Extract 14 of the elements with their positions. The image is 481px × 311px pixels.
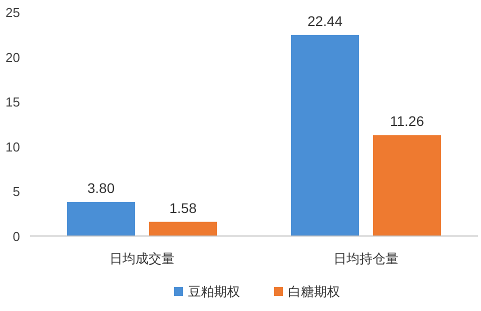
data-label: 22.44	[307, 12, 343, 29]
y-tick-label: 10	[6, 139, 20, 154]
y-tick-label: 0	[12, 229, 20, 244]
data-label: 3.80	[87, 180, 115, 196]
y-tick-label: 20	[6, 50, 20, 65]
legend-label: 白糖期权	[288, 284, 340, 299]
y-tick-label: 5	[12, 184, 20, 200]
data-label: 11.26	[390, 113, 424, 130]
x-tick-label: 日均持仓量	[334, 251, 398, 266]
y-tick-label: 15	[6, 94, 20, 110]
x-tick-label: 日均成交量	[110, 251, 174, 266]
data-label: 1.58	[169, 200, 197, 216]
y-tick-label: 25	[6, 5, 20, 20]
legend-label: 豆粕期权	[188, 284, 240, 299]
